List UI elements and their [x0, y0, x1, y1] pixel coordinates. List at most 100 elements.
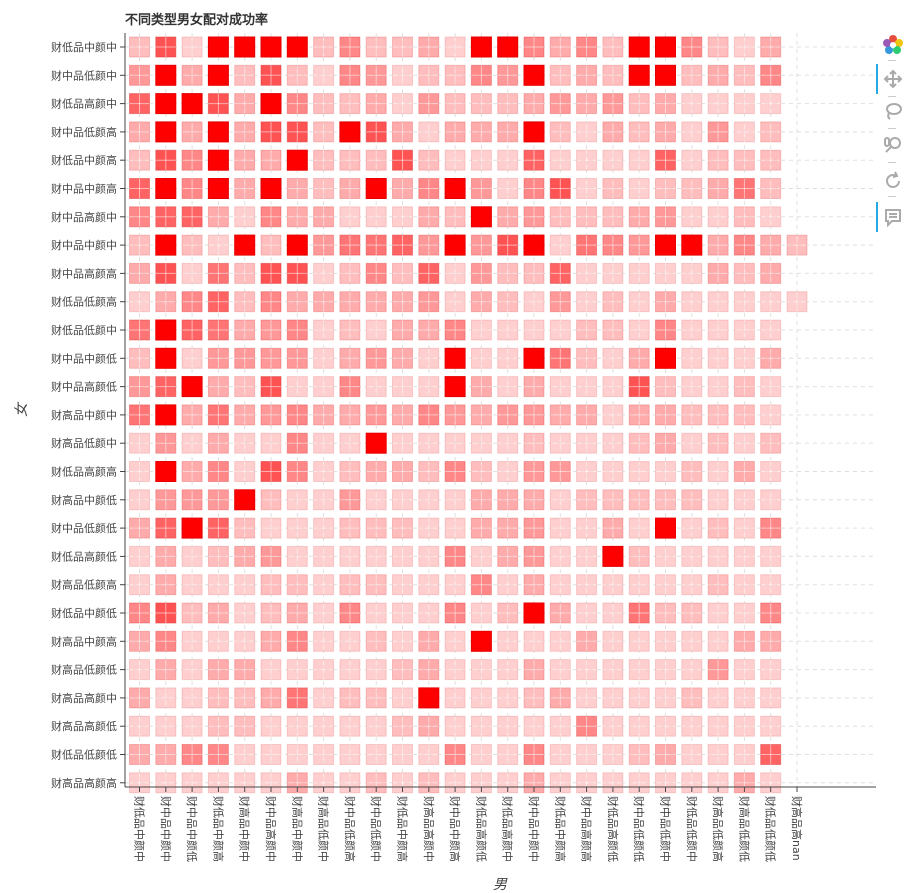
axes: [124, 33, 876, 788]
x-tick-label: 财中品低颜中: [659, 796, 673, 862]
y-tick-label: 财中品高颜高: [51, 266, 117, 280]
heatmap-cell: [681, 234, 703, 256]
heatmap-cell: [523, 602, 545, 624]
heatmap-cell: [234, 489, 256, 511]
y-tick-label: 财高品中颜中: [51, 408, 117, 422]
heatmap-cell: [155, 404, 177, 426]
heatmap-cell: [286, 149, 308, 171]
lasso-icon[interactable]: [878, 96, 908, 126]
y-tick-label: 财中品中颜高: [51, 182, 117, 196]
heatmap-cell: [155, 93, 177, 115]
x-tick-label: 财中品高颜高: [580, 796, 594, 862]
heatmap-cell: [207, 149, 229, 171]
y-tick-label: 财低品高颜中: [51, 97, 117, 111]
reset-icon[interactable]: [878, 166, 908, 196]
y-tick-label: 财低品低颜高: [51, 295, 117, 309]
heatmap-cell: [470, 206, 492, 228]
heatmap-cell: [155, 64, 177, 86]
heatmap-cell: [260, 36, 282, 58]
y-tick-labels: 财低品中颜中财中品低颜中财低品高颜中财中品低颜高财低品中颜高财中品中颜高财中品高…: [51, 40, 125, 790]
heatmap-cell: [444, 347, 466, 369]
heatmap-cell: [655, 517, 676, 539]
x-tick-label: 财中品低颜中: [369, 796, 383, 862]
heatmap-cell: [523, 234, 545, 256]
y-tick-label: 财高品高颜高: [51, 776, 117, 790]
heatmap-cell: [155, 234, 177, 256]
heatmap-cell: [655, 36, 676, 58]
heatmap-cell: [628, 64, 650, 86]
heatmap-cell: [523, 121, 545, 143]
heatmap-cell: [628, 36, 650, 58]
y-tick-label: 财中品低颜高: [51, 125, 117, 139]
x-tick-label: 财高品中颜中: [290, 796, 304, 862]
heatmap-cell: [444, 376, 466, 398]
x-tick-label: 财高品高nan: [790, 796, 804, 861]
heatmap-cell: [260, 93, 282, 115]
heatmap-cell: [207, 121, 229, 143]
pan-icon[interactable]: [876, 64, 908, 94]
y-tick-label: 财中品低颜低: [51, 521, 117, 535]
heatmap-cell: [181, 376, 203, 398]
x-tick-label: 财低品中颜高: [211, 796, 225, 862]
y-tick-label: 财低品低颜低: [51, 748, 117, 762]
x-tick-label: 财中品低颜低: [632, 796, 646, 862]
heatmap-cell: [339, 121, 361, 143]
heatmap-cells: [129, 36, 808, 794]
x-tick-label: 财中品中颜中: [527, 796, 541, 862]
y-tick-label: 财高品中颜低: [51, 493, 117, 507]
bokeh-logo-icon[interactable]: [878, 30, 908, 60]
y-tick-label: 财高品高颜低: [51, 719, 117, 733]
heatmap-cell: [155, 347, 177, 369]
heatmap-cell: [655, 64, 676, 86]
y-tick-label: 财中品高颜低: [51, 380, 117, 394]
x-tick-label: 财中品中颜低: [185, 796, 199, 862]
heatmap-cell: [181, 93, 203, 115]
y-tick-label: 财低品中颜中: [51, 40, 117, 54]
heatmap-cell: [155, 319, 177, 341]
x-tick-labels: 财低品中颜中 财中品中颜中 财中品中颜低 财低品中颜高 财高品中颜中 财中品高颜中 财高品中…: [133, 787, 804, 862]
heatmap-cell: [181, 517, 203, 539]
heatmap-cell: [365, 178, 387, 199]
y-tick-label: 财高品低颜低: [51, 663, 117, 677]
x-tick-label: 财高品低颜高: [711, 796, 725, 862]
hover-icon[interactable]: [876, 202, 908, 232]
x-tick-label: 财低品高颜中: [501, 796, 515, 862]
heatmap-cell: [155, 178, 177, 199]
heatmap-cell: [523, 347, 545, 369]
x-tick-label: 财低品高颜低: [606, 796, 620, 862]
y-tick-label: 财中品中颜中: [51, 238, 117, 252]
x-tick-label: 财低品低颜低: [764, 796, 778, 862]
heatmap-cell: [260, 178, 282, 199]
x-tick-label: 财高品低颜中: [317, 796, 331, 862]
heatmap-cell: [444, 178, 466, 199]
y-tick-label: 财中品中颜低: [51, 351, 117, 365]
y-tick-label: 财低品高颜高: [51, 465, 117, 479]
y-tick-label: 财高品低颜高: [51, 578, 117, 592]
x-tick-label: 财高品高颜中: [422, 796, 436, 862]
y-tick-label: 财中品低颜中: [51, 68, 117, 82]
y-tick-label: 财低品高颜低: [51, 549, 117, 563]
heatmap-cell: [234, 36, 256, 58]
wheel-zoom-icon[interactable]: [878, 130, 908, 160]
x-tick-label: 财中品中颜中: [159, 796, 173, 862]
x-tick-label: 财低品高颜低: [474, 796, 488, 862]
x-tick-label: 财低品中颜高: [553, 796, 567, 862]
heatmap-cell: [497, 36, 519, 58]
y-tick-label: 财低品低颜中: [51, 323, 117, 337]
heatmap-cell: [365, 432, 387, 454]
heatmap-cell: [602, 545, 624, 567]
heatmap-cell: [234, 234, 256, 256]
x-tick-label: 财低品中颜高: [396, 796, 410, 862]
y-axis-label: 女: [14, 401, 30, 417]
x-tick-label: 财低品低颜中: [685, 796, 699, 862]
x-tick-label: 财中品中颜高: [448, 796, 462, 862]
heatmap-cell: [418, 687, 440, 709]
heatmap-cell: [470, 36, 492, 58]
x-tick-label: 财中品低颜高: [343, 796, 357, 862]
heatmap-cell: [523, 64, 545, 86]
y-tick-label: 财中品高颜中: [51, 210, 117, 224]
heatmap-cell: [155, 461, 177, 482]
x-tick-label: 财中品高颜中: [264, 796, 278, 862]
y-tick-label: 财高品高颜中: [51, 691, 117, 705]
heatmap-cell: [207, 64, 229, 86]
